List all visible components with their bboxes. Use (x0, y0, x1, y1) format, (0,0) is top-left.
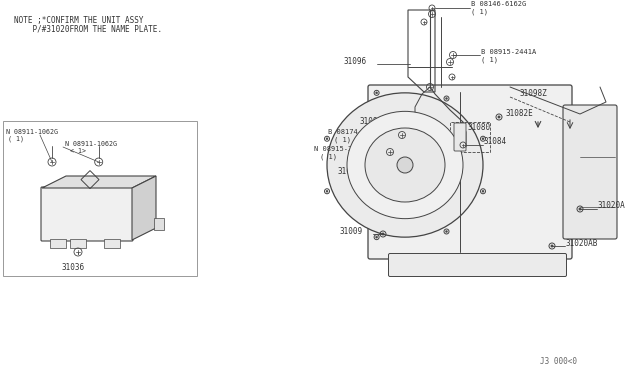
Circle shape (326, 190, 328, 192)
Circle shape (445, 97, 447, 100)
Bar (3, 121, 197, 276)
Circle shape (551, 245, 553, 247)
Bar (104, 239, 120, 248)
Text: 31083A: 31083A (360, 116, 388, 125)
Polygon shape (42, 176, 156, 188)
Text: NOTE ;*CONFIRM THE UNIT ASSY: NOTE ;*CONFIRM THE UNIT ASSY (14, 16, 143, 25)
Text: 31009: 31009 (340, 228, 363, 237)
Polygon shape (132, 176, 156, 240)
Text: ( 1): ( 1) (481, 57, 498, 63)
Text: N 08911-1062G: N 08911-1062G (6, 129, 58, 135)
Ellipse shape (381, 143, 429, 187)
FancyBboxPatch shape (563, 105, 617, 239)
Circle shape (445, 231, 447, 232)
Text: 31082E: 31082E (505, 109, 532, 118)
Circle shape (376, 92, 378, 94)
Text: 31020A: 31020A (598, 202, 626, 211)
Text: < 1>: < 1> (70, 148, 86, 154)
Text: B 08915-2441A: B 08915-2441A (481, 49, 536, 55)
Text: 31020AB: 31020AB (566, 238, 598, 247)
FancyBboxPatch shape (368, 85, 572, 259)
Text: 31020: 31020 (338, 167, 361, 176)
Circle shape (498, 116, 500, 118)
Circle shape (382, 233, 384, 235)
Text: N 08915-2441A: N 08915-2441A (314, 146, 369, 152)
Ellipse shape (392, 153, 418, 177)
Text: 31080: 31080 (468, 122, 491, 131)
Text: B 08174-4701A: B 08174-4701A (328, 129, 383, 135)
Text: 31096: 31096 (344, 57, 367, 65)
FancyBboxPatch shape (388, 253, 566, 276)
Circle shape (482, 190, 484, 192)
Text: ( 1): ( 1) (471, 9, 488, 15)
Bar (450, 122, 490, 152)
Text: P/#31020FROM THE NAME PLATE.: P/#31020FROM THE NAME PLATE. (14, 25, 162, 33)
Text: J3 000<0: J3 000<0 (540, 357, 577, 366)
FancyBboxPatch shape (41, 187, 133, 241)
Text: ( 1): ( 1) (334, 137, 351, 143)
Text: B 08146-6162G: B 08146-6162G (471, 1, 526, 7)
Bar (50, 239, 66, 248)
Circle shape (376, 236, 378, 238)
Circle shape (482, 138, 484, 140)
Bar (70, 239, 86, 248)
Circle shape (397, 157, 413, 173)
Ellipse shape (347, 111, 463, 219)
Text: 31084: 31084 (484, 138, 507, 147)
FancyBboxPatch shape (454, 123, 466, 151)
Text: 31036: 31036 (62, 263, 85, 273)
Text: ( 1): ( 1) (8, 136, 24, 142)
Ellipse shape (365, 128, 445, 202)
Bar (154, 218, 164, 230)
Ellipse shape (327, 93, 483, 237)
Circle shape (326, 138, 328, 140)
Text: N 08911-1062G: N 08911-1062G (65, 141, 117, 147)
Circle shape (579, 208, 581, 210)
Text: ( 1): ( 1) (320, 154, 337, 160)
Text: 31098Z: 31098Z (520, 90, 548, 99)
